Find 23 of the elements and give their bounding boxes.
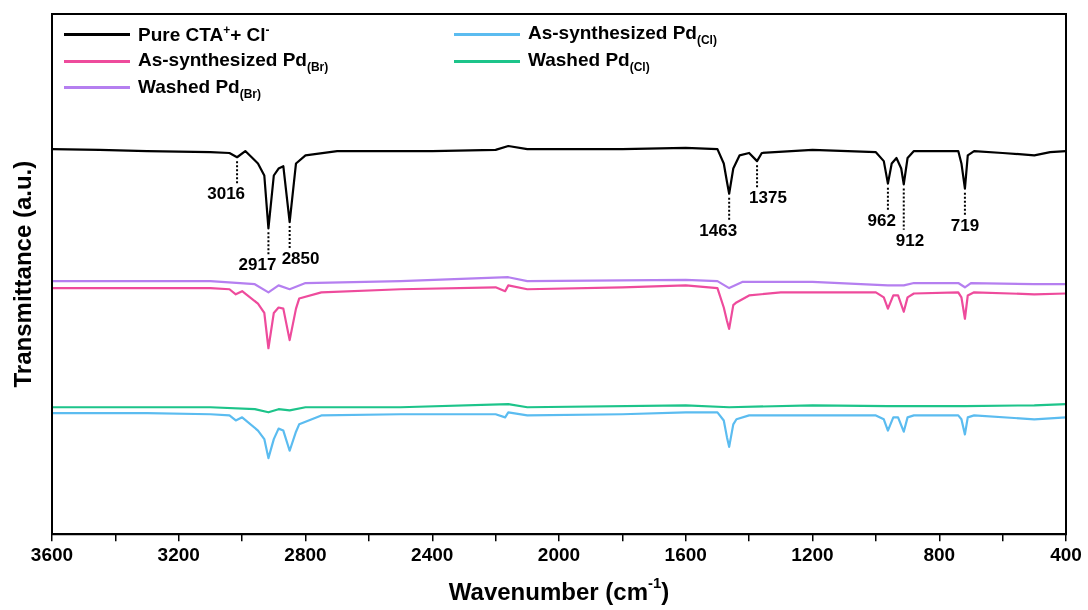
legend-label: Washed Pd$_{(Cl)}$ [528,48,650,74]
legend-label: As-synthesized Pd$_{(Br)}$ [138,48,329,74]
legend-label: Pure CTA$^{+}$+ Cl$^{-}$ [138,22,270,47]
x-tick-label: 1600 [664,543,707,565]
x-tick-label: 3600 [30,543,74,565]
annotation: 719 [950,215,980,235]
annotation: 2917 [238,255,277,275]
x-tick-label: 2800 [284,543,327,565]
annotation: 2850 [281,249,320,269]
annotation: 962 [867,210,896,230]
annotation: 1375 [749,188,787,208]
x-tick-label: 2000 [537,543,581,565]
y-axis-title: Transmittance (a.u.) [8,160,36,388]
x-tick-label: 3200 [157,543,200,565]
x-tick-label: 800 [923,543,956,565]
annotation: 3016 [207,184,246,204]
legend-label: As-synthesized Pd$_{(Cl)}$ [528,22,717,47]
legend-label: Washed Pd$_{(Br)}$ [138,75,262,101]
x-tick-label: 1200 [791,543,834,565]
annotation: 912 [895,230,925,250]
annotation: 1463 [699,220,738,240]
x-tick-label: 400 [1050,543,1082,565]
x-tick-label: 2400 [411,543,454,565]
